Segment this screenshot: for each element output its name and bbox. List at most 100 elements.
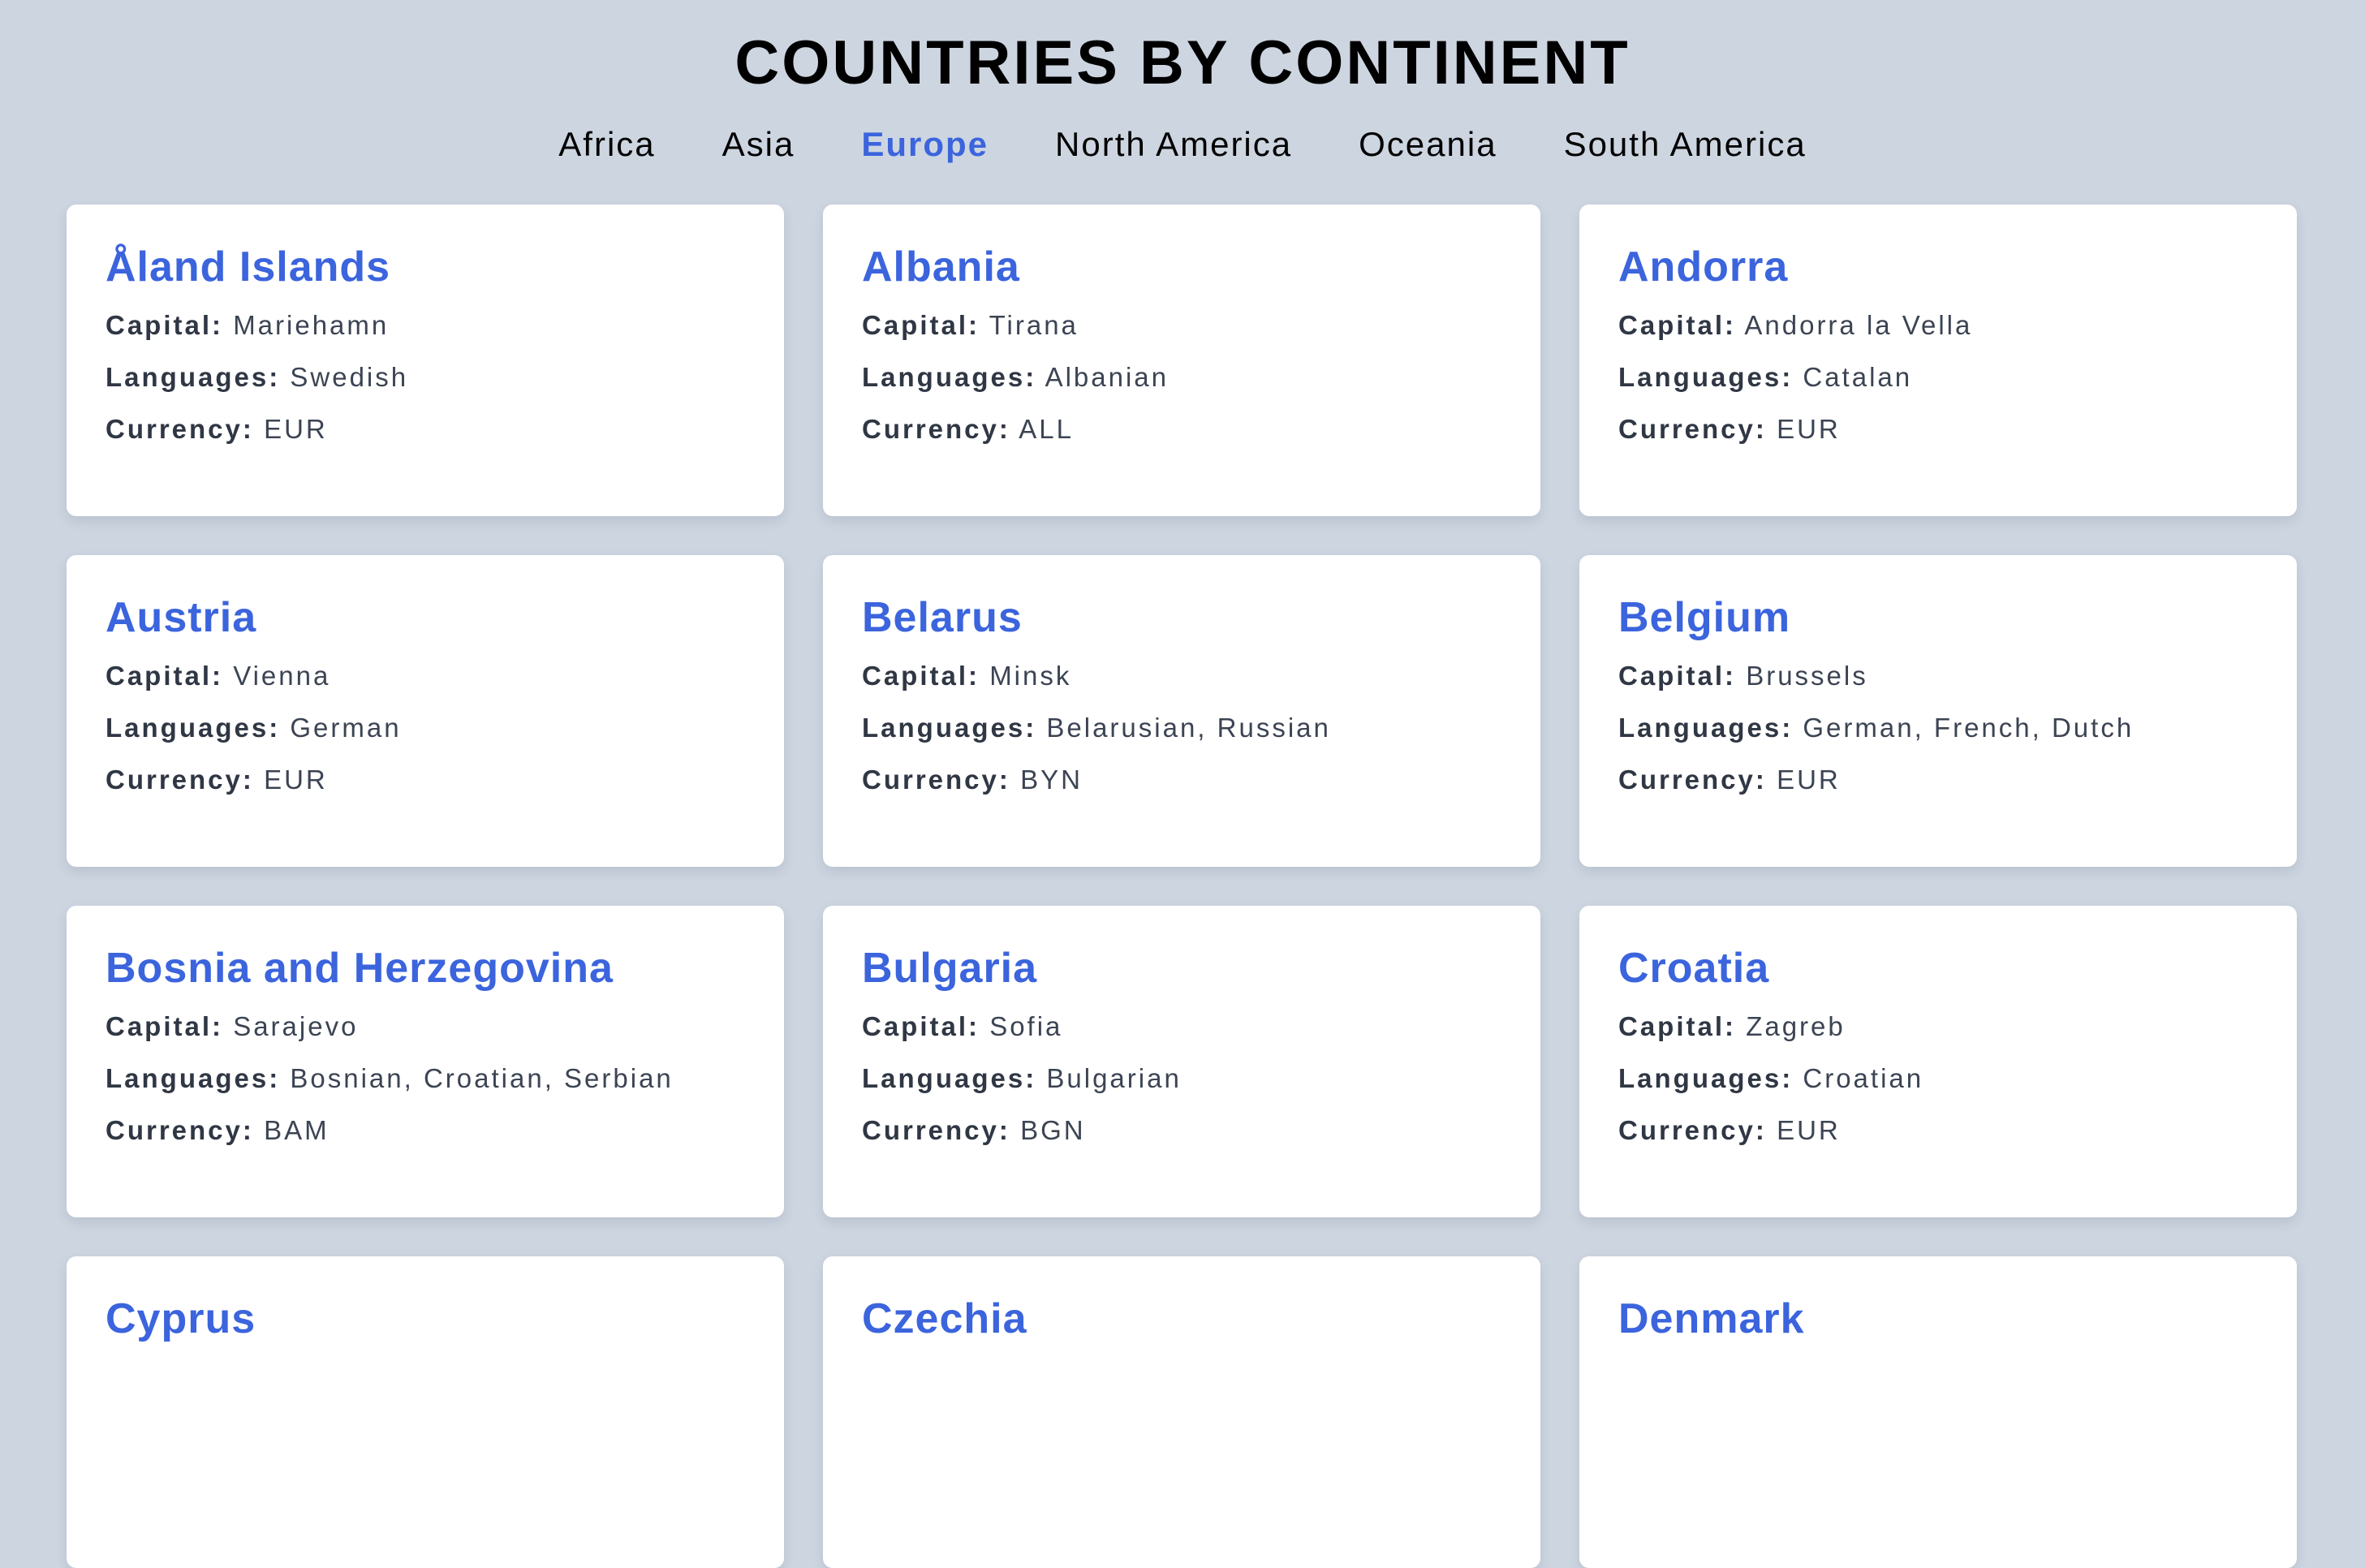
country-name: Cyprus [106,1295,256,1342]
country-name: Bulgaria [862,945,1038,992]
country-name: Belarus [862,594,1023,641]
capital-value: Tirana [989,310,1079,340]
tab-north-america[interactable]: North America [1055,125,1293,163]
country-name: Czechia [862,1295,1027,1342]
capital-label: Capital: [1618,1011,1737,1041]
currency-label: Currency: [862,1115,1010,1145]
capital-value: Andorra la Vella [1744,310,1973,340]
languages-row: Languages: Swedish [106,351,745,403]
languages-row: Languages: Belarusian, Russian [862,702,1501,754]
languages-row: Languages: Croatian [1618,1053,2258,1105]
country-card[interactable]: Andorra Capital: Andorra la Vella Langua… [1579,205,2297,516]
currency-label: Currency: [106,414,254,444]
languages-label: Languages: [862,713,1037,743]
languages-row: Languages: Catalan [1618,351,2258,403]
currency-label: Currency: [1618,414,1767,444]
currency-value: EUR [1777,765,1841,795]
country-card[interactable]: Åland Islands Capital: Mariehamn Languag… [67,205,784,516]
languages-value: Bosnian, Croatian, Serbian [290,1063,674,1093]
languages-label: Languages: [1618,1063,1794,1093]
languages-label: Languages: [106,713,281,743]
capital-row: Capital: Zagreb [1618,1001,2258,1053]
country-card[interactable]: Austria Capital: Vienna Languages: Germa… [67,555,784,867]
currency-label: Currency: [106,765,254,795]
capital-row: Capital: Tirana [862,299,1501,351]
country-card[interactable]: Denmark [1579,1256,2297,1568]
languages-value: German [290,713,402,743]
currency-value: EUR [264,765,328,795]
languages-row: Languages: German [106,702,745,754]
currency-value: BYN [1020,765,1083,795]
country-name: Denmark [1618,1295,1805,1342]
country-name: Bosnia and Herzegovina [106,945,614,992]
languages-label: Languages: [106,1063,281,1093]
currency-value: BAM [264,1115,330,1145]
languages-label: Languages: [862,362,1037,392]
country-card[interactable]: Croatia Capital: Zagreb Languages: Croat… [1579,906,2297,1217]
country-name: Albania [862,243,1020,291]
capital-label: Capital: [862,661,980,691]
country-card[interactable]: Bulgaria Capital: Sofia Languages: Bulga… [823,906,1540,1217]
tab-asia[interactable]: Asia [722,125,795,163]
currency-label: Currency: [862,414,1010,444]
languages-value: Catalan [1803,362,1913,392]
capital-value: Mariehamn [233,310,390,340]
country-card[interactable]: Czechia [823,1256,1540,1568]
capital-value: Zagreb [1746,1011,1846,1041]
country-card[interactable]: Belarus Capital: Minsk Languages: Belaru… [823,555,1540,867]
continent-nav: Africa Asia Europe North America Oceania… [0,120,2365,169]
languages-row: Languages: Bosnian, Croatian, Serbian [106,1053,745,1105]
country-name: Croatia [1618,945,1770,992]
country-name: Andorra [1618,243,1789,291]
languages-value: Belarusian, Russian [1046,713,1331,743]
currency-value: EUR [264,414,328,444]
country-card[interactable]: Belgium Capital: Brussels Languages: Ger… [1579,555,2297,867]
tab-south-america[interactable]: South America [1563,125,1807,163]
currency-row: Currency: EUR [106,403,745,455]
currency-row: Currency: BAM [106,1105,745,1157]
languages-label: Languages: [1618,362,1794,392]
country-card[interactable]: Albania Capital: Tirana Languages: Alban… [823,205,1540,516]
country-name: Austria [106,594,257,641]
currency-value: EUR [1777,1115,1841,1145]
languages-row: Languages: German, French, Dutch [1618,702,2258,754]
capital-row: Capital: Andorra la Vella [1618,299,2258,351]
capital-value: Vienna [233,661,331,691]
capital-label: Capital: [862,1011,980,1041]
country-card[interactable]: Bosnia and Herzegovina Capital: Sarajevo… [67,906,784,1217]
languages-value: Bulgarian [1046,1063,1182,1093]
languages-row: Languages: Albanian [862,351,1501,403]
capital-row: Capital: Minsk [862,650,1501,702]
currency-row: Currency: EUR [1618,754,2258,806]
capital-value: Minsk [989,661,1072,691]
currency-row: Currency: EUR [106,754,745,806]
capital-label: Capital: [106,1011,224,1041]
country-card[interactable]: Cyprus [67,1256,784,1568]
languages-label: Languages: [1618,713,1794,743]
tab-oceania[interactable]: Oceania [1359,125,1497,163]
country-grid: Åland Islands Capital: Mariehamn Languag… [67,205,2298,1568]
capital-row: Capital: Sarajevo [106,1001,745,1053]
currency-row: Currency: ALL [862,403,1501,455]
currency-row: Currency: EUR [1618,1105,2258,1157]
languages-label: Languages: [862,1063,1037,1093]
currency-label: Currency: [1618,765,1767,795]
capital-label: Capital: [1618,310,1737,340]
currency-row: Currency: BGN [862,1105,1501,1157]
currency-label: Currency: [106,1115,254,1145]
country-name: Belgium [1618,594,1791,641]
capital-label: Capital: [862,310,980,340]
capital-value: Brussels [1746,661,1868,691]
currency-row: Currency: BYN [862,754,1501,806]
capital-label: Capital: [106,661,224,691]
languages-row: Languages: Bulgarian [862,1053,1501,1105]
languages-value: Albanian [1045,362,1170,392]
tab-europe[interactable]: Europe [861,125,989,163]
tab-africa[interactable]: Africa [558,125,656,163]
languages-value: Croatian [1803,1063,1924,1093]
capital-label: Capital: [106,310,224,340]
languages-value: German, French, Dutch [1803,713,2135,743]
currency-label: Currency: [1618,1115,1767,1145]
capital-value: Sofia [989,1011,1063,1041]
page-title: COUNTRIES BY CONTINENT [734,28,1631,97]
